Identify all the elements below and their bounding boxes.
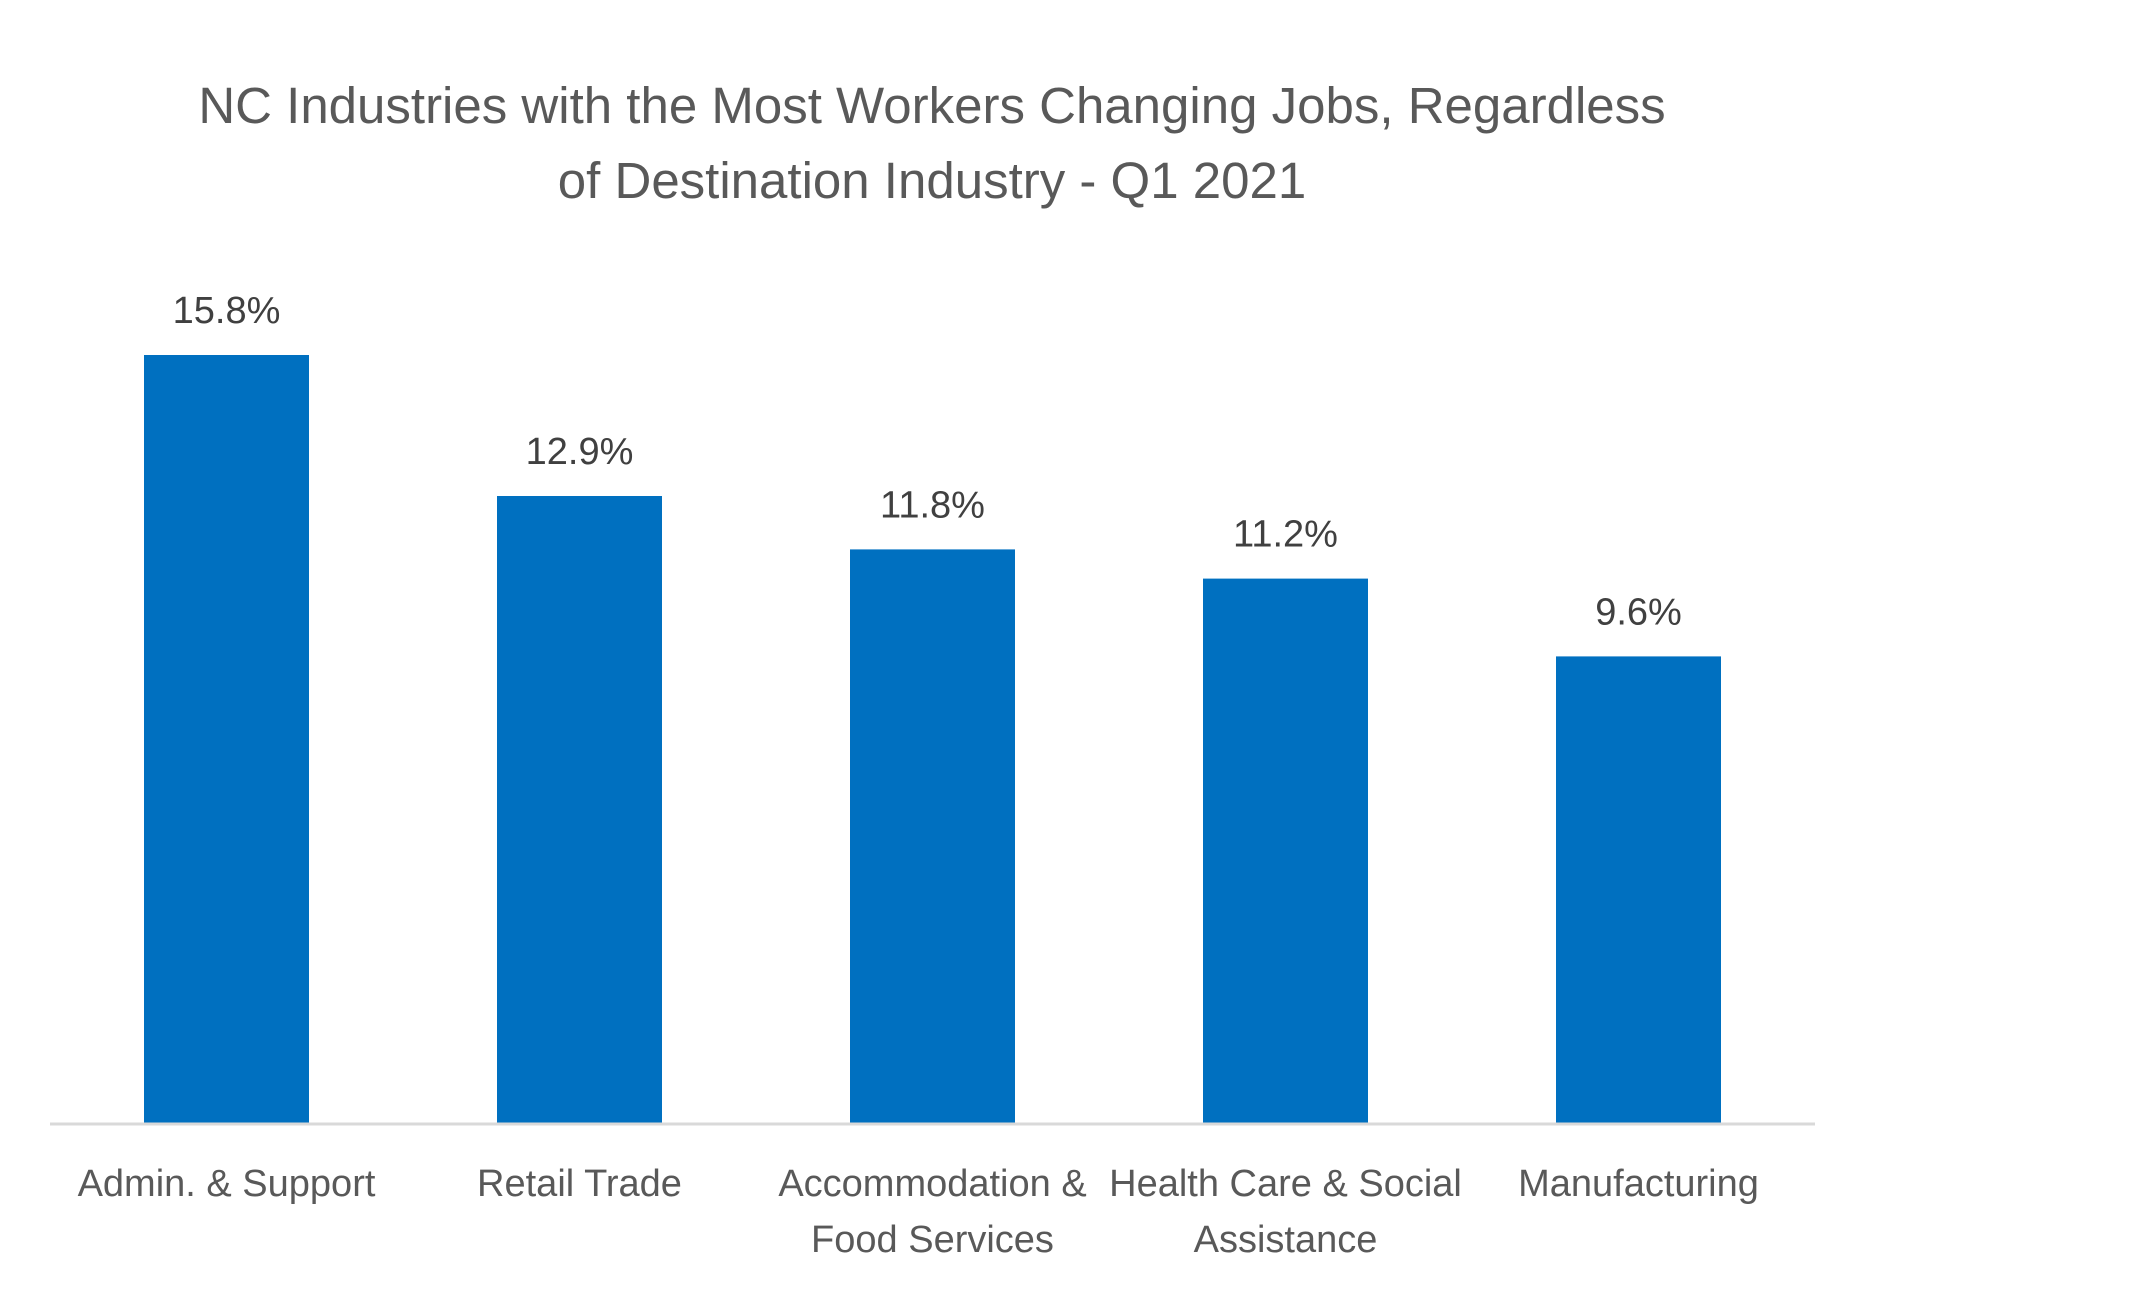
chart-title-line-1: NC Industries with the Most Workers Chan… (198, 77, 1665, 134)
data-label-5: 9.6% (1595, 591, 1682, 633)
category-labels: Admin. & Support Retail Trade Accommodatio… (78, 1163, 1759, 1261)
category-label-2: Retail Trade (477, 1163, 682, 1205)
category-label-3-line-2: Food Services (811, 1219, 1054, 1261)
bar-3 (850, 549, 1015, 1123)
category-label-1: Admin. & Support (78, 1163, 376, 1205)
bar-4 (1203, 578, 1368, 1123)
data-labels: 15.8% 12.9% 11.8% 11.2% 9.6% (173, 290, 1682, 633)
bar-5 (1556, 656, 1721, 1123)
bars (144, 355, 1721, 1123)
category-label-4-line-2: Assistance (1194, 1219, 1378, 1261)
bar-2 (497, 496, 662, 1123)
category-label-5: Manufacturing (1518, 1163, 1759, 1205)
data-label-1: 15.8% (173, 290, 281, 332)
data-label-4: 11.2% (1233, 514, 1338, 556)
chart-title-line-2: of Destination Industry - Q1 2021 (558, 152, 1306, 209)
chart-title: NC Industries with the Most Workers Chan… (198, 77, 1665, 209)
category-label-4-line-1: Health Care & Social (1109, 1163, 1462, 1205)
category-label-3-line-1: Accommodation & (778, 1163, 1086, 1205)
data-label-2: 12.9% (526, 431, 634, 473)
data-label-3: 11.8% (880, 484, 985, 526)
bar-1 (144, 355, 309, 1123)
